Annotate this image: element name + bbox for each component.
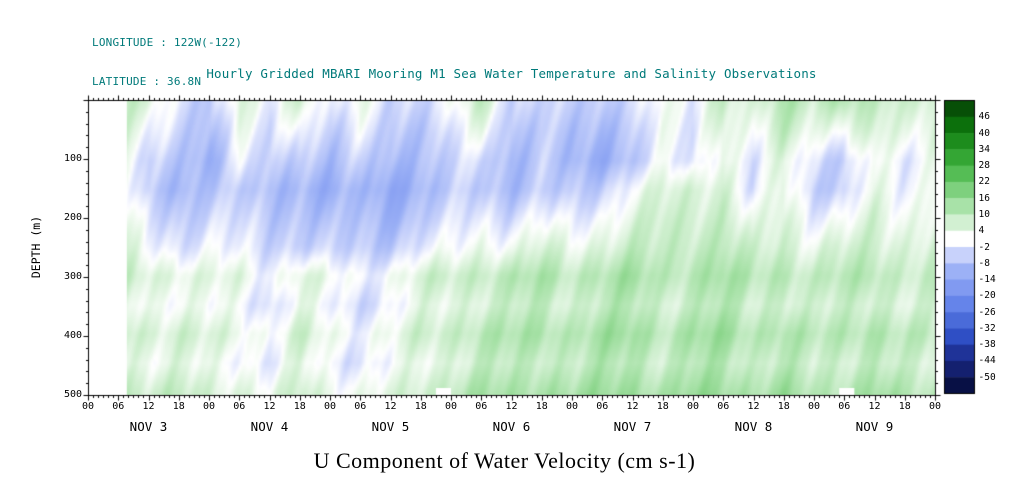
colorbar-tick-label: -14 bbox=[978, 274, 996, 286]
x-tick-label: 18 bbox=[777, 401, 790, 412]
x-tick-label: 00 bbox=[928, 401, 942, 412]
x-tick-label: 12 bbox=[868, 401, 881, 412]
colorbar-tick-label: 34 bbox=[978, 143, 990, 155]
colorbar-tick-label: 10 bbox=[978, 208, 990, 220]
x-tick-label: 00 bbox=[444, 401, 458, 412]
x-tick-label: 00 bbox=[565, 401, 579, 412]
x-tick-label: 00 bbox=[323, 401, 337, 412]
colorbar-tick-label: -32 bbox=[978, 322, 996, 334]
x-tick-label: 12 bbox=[505, 401, 518, 412]
day-label: NOV 3 bbox=[129, 419, 168, 434]
colorbar-tick-label: -50 bbox=[978, 371, 996, 383]
x-tick-label: 18 bbox=[535, 401, 548, 412]
colorbar-tick-label: -2 bbox=[978, 241, 990, 253]
colorbar-tick-label: 28 bbox=[978, 160, 990, 172]
x-tick-label: 18 bbox=[898, 401, 911, 412]
colorbar-tick-label: 22 bbox=[978, 176, 990, 188]
x-tick-label: 12 bbox=[142, 401, 155, 412]
x-tick-label: 18 bbox=[293, 401, 306, 412]
day-label: NOV 5 bbox=[371, 419, 410, 434]
x-tick-label: 06 bbox=[596, 401, 609, 412]
colorbar-tick-label: 40 bbox=[978, 127, 990, 139]
x-tick-label: 12 bbox=[384, 401, 397, 412]
x-tick-label: 06 bbox=[717, 401, 730, 412]
x-tick-label: 06 bbox=[475, 401, 488, 412]
x-tick-label: 06 bbox=[233, 401, 246, 412]
x-tick-label: 00 bbox=[686, 401, 700, 412]
y-tick-label: 200 bbox=[63, 212, 82, 223]
x-tick-label: 06 bbox=[838, 401, 851, 412]
colorbar-tick-label: -20 bbox=[978, 290, 996, 302]
colorbar-tick-label: -38 bbox=[978, 339, 996, 351]
colorbar-tick-label: 46 bbox=[978, 111, 990, 123]
colorbar-tick-label: -44 bbox=[978, 355, 996, 367]
x-tick-label: 12 bbox=[263, 401, 276, 412]
day-label: NOV 6 bbox=[492, 419, 531, 434]
colorbar-tick-label: -8 bbox=[978, 257, 990, 269]
y-tick-label: 300 bbox=[63, 271, 82, 282]
x-tick-label: 00 bbox=[81, 401, 95, 412]
day-label: NOV 8 bbox=[734, 419, 773, 434]
x-tick-label: 06 bbox=[112, 401, 125, 412]
colorbar-tick-label: -26 bbox=[978, 306, 996, 318]
day-label: NOV 9 bbox=[855, 419, 894, 434]
x-tick-label: 00 bbox=[202, 401, 216, 412]
figure-caption: U Component of Water Velocity (cm s-1) bbox=[313, 448, 696, 473]
x-tick-label: 18 bbox=[414, 401, 427, 412]
colorbar-tick-label: 16 bbox=[978, 192, 990, 204]
y-tick-label: 100 bbox=[63, 153, 82, 164]
x-tick-label: 00 bbox=[807, 401, 821, 412]
x-tick-label: 18 bbox=[656, 401, 669, 412]
colorbar-tick-label: 4 bbox=[978, 225, 985, 237]
day-label: NOV 4 bbox=[250, 419, 289, 434]
x-tick-label: 12 bbox=[626, 401, 639, 412]
x-tick-label: 12 bbox=[747, 401, 760, 412]
y-tick-label: 500 bbox=[63, 389, 82, 400]
x-tick-label: 06 bbox=[354, 401, 367, 412]
y-tick-label: 400 bbox=[63, 330, 82, 341]
x-tick-label: 18 bbox=[172, 401, 185, 412]
day-label: NOV 7 bbox=[613, 419, 652, 434]
